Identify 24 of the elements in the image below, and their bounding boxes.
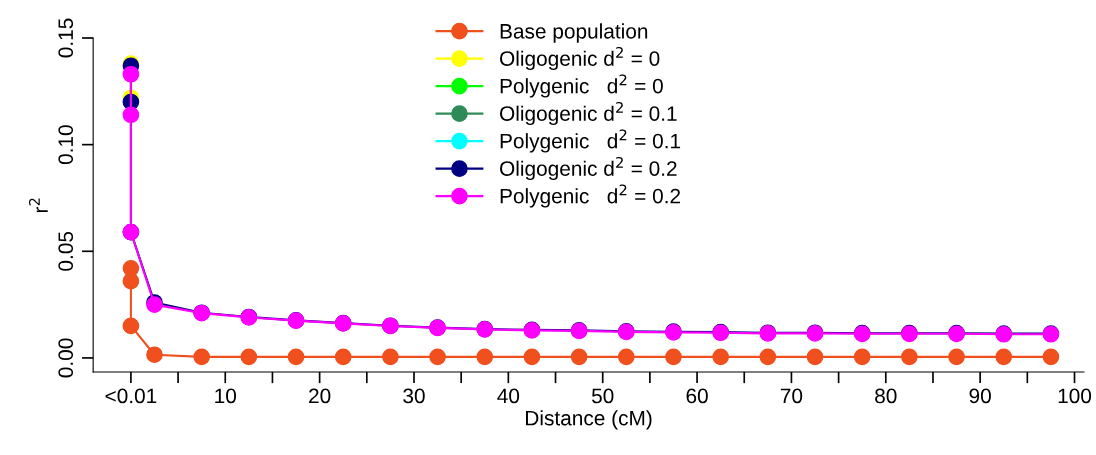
x-tick-label: 70 (780, 388, 803, 404)
y-tick-label: 0.00 (58, 338, 74, 378)
x-tick-label: 60 (686, 388, 708, 404)
y-tick-label: 0.05 (58, 231, 74, 271)
legend-label: Oligogenic d$^{2}$ = 0.2 (500, 156, 677, 181)
y-tick-label: 0.10 (58, 125, 74, 165)
legend-label: Polygenic d$^{2}$ = 0.2 (500, 184, 681, 208)
x-tick-label: 40 (497, 388, 520, 404)
x-axis-title: Distance (cM) (526, 410, 652, 430)
x-tick-label: <0.01 (105, 388, 157, 404)
legend-label: Polygenic d$^{2}$ = 0 (500, 74, 663, 98)
x-tick-label: 100 (1058, 388, 1092, 404)
y-axis-title: r$^{2}$ (28, 198, 48, 213)
x-tick-label: 50 (591, 388, 614, 404)
legend-label: Base population (500, 23, 648, 43)
x-tick-label: 10 (215, 388, 237, 404)
x-tick-label: 90 (969, 388, 991, 404)
legend-label: Oligogenic d$^{2}$ = 0 (500, 46, 660, 71)
legend-label: Oligogenic d$^{2}$ = 0.1 (500, 101, 677, 126)
legend-label: Polygenic d$^{2}$ = 0.1 (500, 129, 681, 153)
x-tick-label: 80 (875, 388, 897, 404)
y-tick-label: 0.15 (58, 18, 74, 58)
x-tick-label: 20 (309, 388, 331, 404)
x-tick-label: 30 (403, 388, 425, 404)
